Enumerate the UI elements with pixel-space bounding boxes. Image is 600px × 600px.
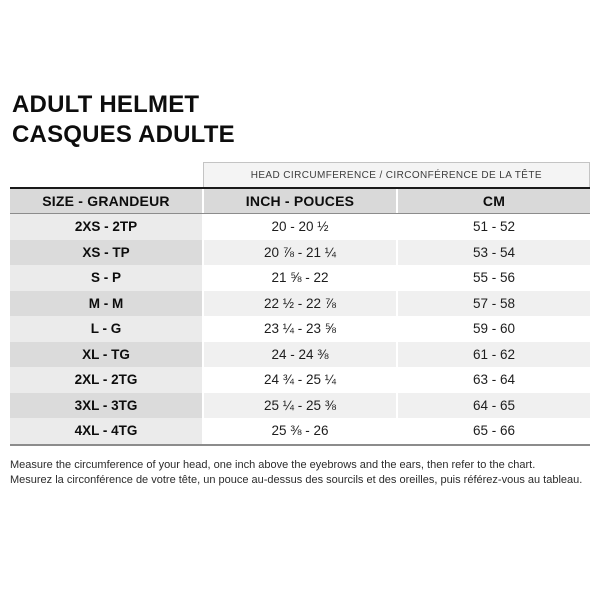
head-circumference-header: HEAD CIRCUMFERENCE / CIRCONFÉRENCE DE LA… bbox=[202, 162, 590, 187]
table-row: 2XL - 2TG 24 ¾ - 25 ¼ 63 - 64 bbox=[10, 367, 590, 393]
cm-cell: 59 - 60 bbox=[396, 316, 590, 342]
inch-cell: 25 ¼ - 25 ⅜ bbox=[202, 392, 396, 418]
table-row: M - M 22 ½ - 22 ⅞ 57 - 58 bbox=[10, 290, 590, 316]
size-cell: M - M bbox=[10, 290, 202, 316]
table-span-header-row: HEAD CIRCUMFERENCE / CIRCONFÉRENCE DE LA… bbox=[10, 162, 590, 187]
inch-cell: 25 ⅜ - 26 bbox=[202, 418, 396, 444]
page-title-line-fr: CASQUES ADULTE bbox=[12, 121, 235, 148]
size-cell: 2XS - 2TP bbox=[10, 214, 202, 240]
table-bottom-rule bbox=[10, 443, 590, 446]
cm-cell: 61 - 62 bbox=[396, 341, 590, 367]
cm-cell: 57 - 58 bbox=[396, 290, 590, 316]
table-row: S - P 21 ⅝ - 22 55 - 56 bbox=[10, 265, 590, 291]
table-row: 4XL - 4TG 25 ⅜ - 26 65 - 66 bbox=[10, 418, 590, 444]
table-header-row: SIZE - GRANDEUR INCH - POUCES CM bbox=[10, 187, 590, 214]
size-cell: S - P bbox=[10, 265, 202, 291]
inch-cell: 24 - 24 ⅜ bbox=[202, 341, 396, 367]
size-cell: 4XL - 4TG bbox=[10, 418, 202, 444]
inch-cell: 20 ⅞ - 21 ¼ bbox=[202, 239, 396, 265]
inch-cell: 22 ½ - 22 ⅞ bbox=[202, 290, 396, 316]
table-row: 3XL - 3TG 25 ¼ - 25 ⅜ 64 - 65 bbox=[10, 392, 590, 418]
column-header-size: SIZE - GRANDEUR bbox=[42, 193, 170, 209]
cm-cell: 63 - 64 bbox=[396, 367, 590, 393]
helmet-size-table: HEAD CIRCUMFERENCE / CIRCONFÉRENCE DE LA… bbox=[10, 162, 590, 446]
cm-cell: 55 - 56 bbox=[396, 265, 590, 291]
size-cell: L - G bbox=[10, 316, 202, 342]
column-header-cm: CM bbox=[396, 189, 590, 213]
measuring-instructions-en: Measure the circumference of your head, … bbox=[10, 459, 536, 471]
measuring-instructions-fr: Mesurez la circonférence de votre tête, … bbox=[10, 474, 583, 486]
size-cell: XL - TG bbox=[10, 341, 202, 367]
table-row: XS - TP 20 ⅞ - 21 ¼ 53 - 54 bbox=[10, 239, 590, 265]
inch-cell: 20 - 20 ½ bbox=[202, 214, 396, 240]
size-cell: 3XL - 3TG bbox=[10, 392, 202, 418]
cm-cell: 65 - 66 bbox=[396, 418, 590, 444]
table-row: L - G 23 ¼ - 23 ⅝ 59 - 60 bbox=[10, 316, 590, 342]
cm-cell: 51 - 52 bbox=[396, 214, 590, 240]
inch-cell: 23 ¼ - 23 ⅝ bbox=[202, 316, 396, 342]
size-cell: 2XL - 2TG bbox=[10, 367, 202, 393]
table-row: 2XS - 2TP 20 - 20 ½ 51 - 52 bbox=[10, 214, 590, 240]
table-row: XL - TG 24 - 24 ⅜ 61 - 62 bbox=[10, 341, 590, 367]
inch-cell: 24 ¾ - 25 ¼ bbox=[202, 367, 396, 393]
cm-cell: 64 - 65 bbox=[396, 392, 590, 418]
cm-cell: 53 - 54 bbox=[396, 239, 590, 265]
size-cell: XS - TP bbox=[10, 239, 202, 265]
measuring-instructions: Measure the circumference of your head, … bbox=[10, 458, 592, 488]
span-header-spacer bbox=[10, 162, 203, 187]
page-title: ADULT HELMET CASQUES ADULTE bbox=[12, 90, 235, 150]
page-title-line-en: ADULT HELMET bbox=[12, 91, 200, 118]
column-header-inch: INCH - POUCES bbox=[202, 189, 396, 213]
inch-cell: 21 ⅝ - 22 bbox=[202, 265, 396, 291]
